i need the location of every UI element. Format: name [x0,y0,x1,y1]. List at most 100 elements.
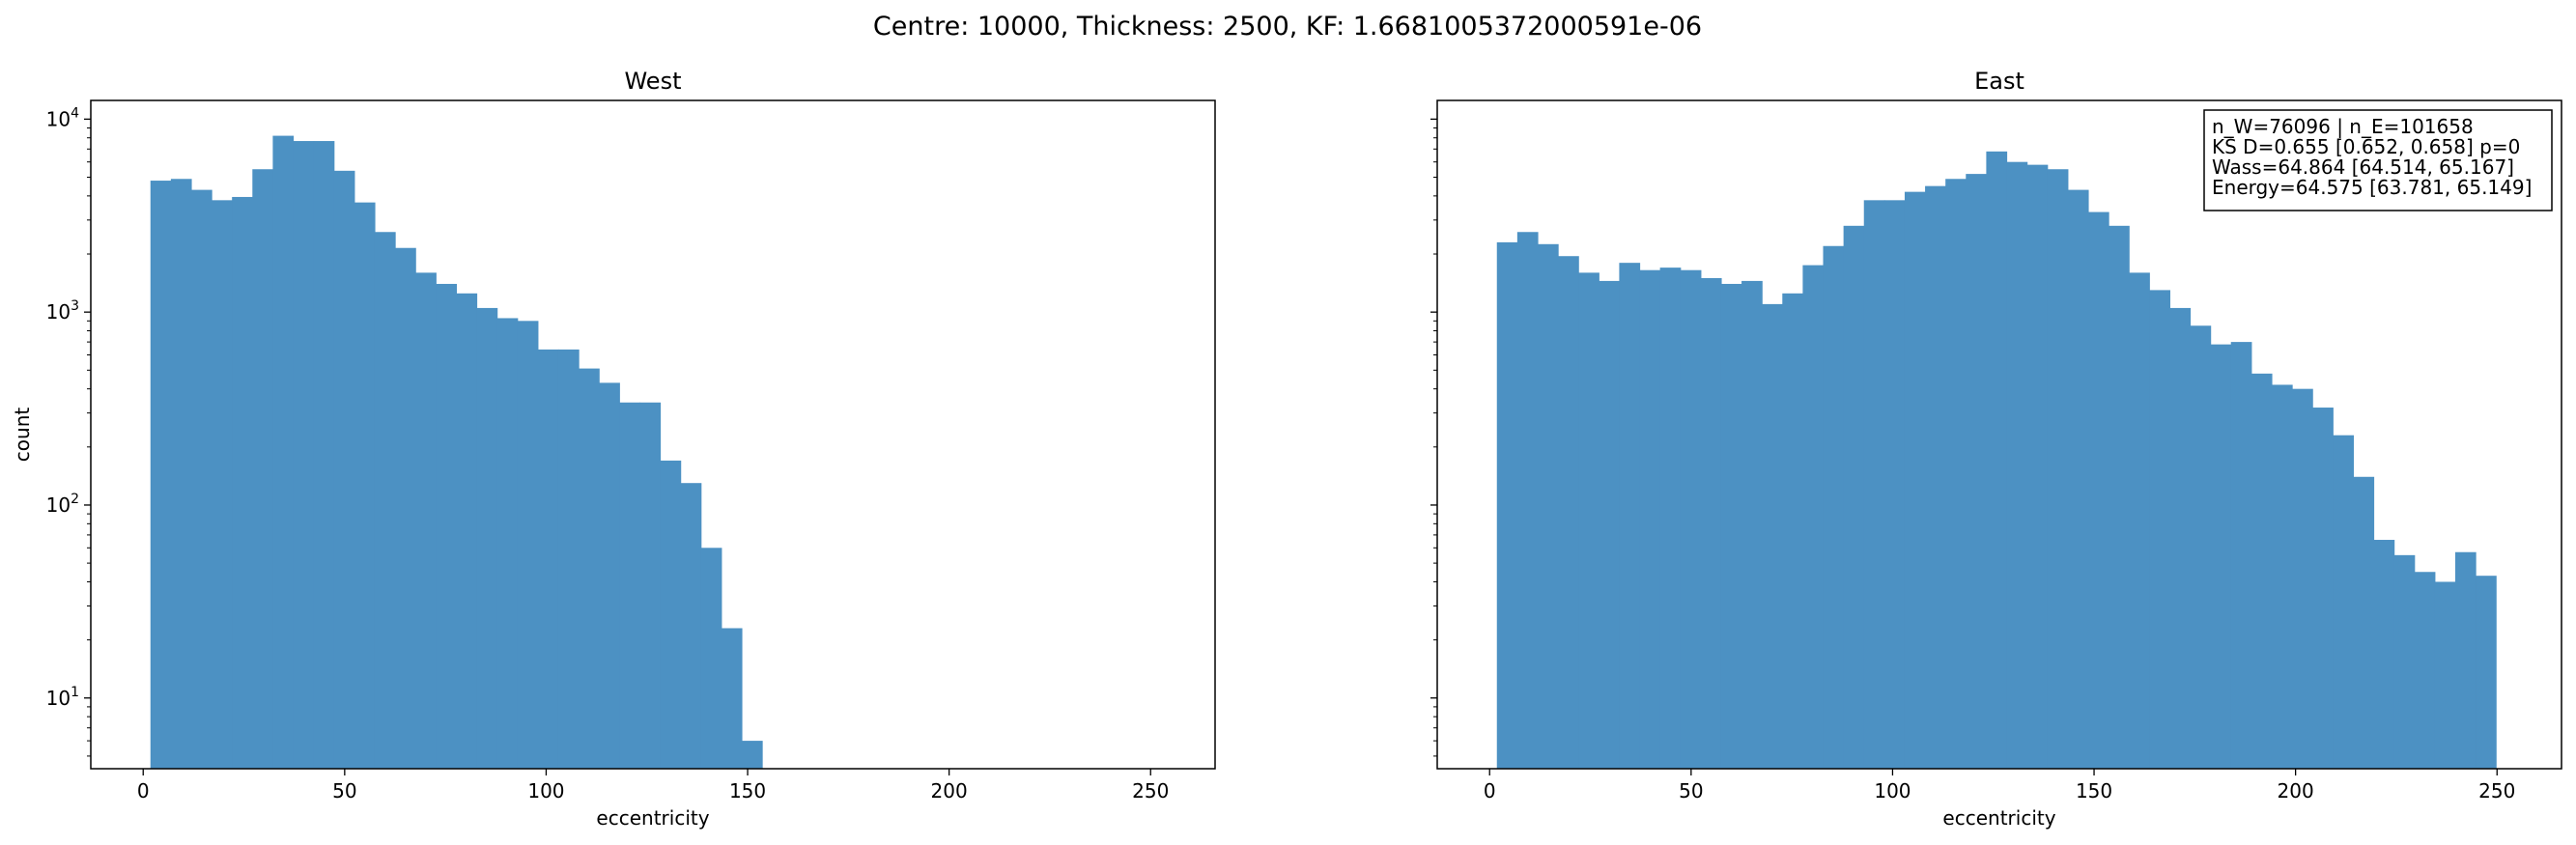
west-axes-frame [90,99,1216,770]
east-xtick-label: 100 [1874,779,1911,803]
west-panel: 101 102 103 104 0 50 100 150 200 250 West eccent… [11,68,1216,830]
east-bar [2333,435,2354,769]
east-xtick-label: 50 [1679,779,1703,803]
east-bar [2373,540,2395,769]
east-yticks [1430,118,1437,699]
east-bar [2087,211,2109,769]
east-stats-box: n_W=76096 | n_E=101658 KS D=0.655 [0.652… [2203,109,2553,211]
west-bar [741,741,763,769]
east-bar [2434,581,2456,769]
east-bar [1578,272,1599,769]
west-ytick-label: 104 [46,105,79,130]
east-stats-line-2: KS D=0.655 [0.652, 0.658] p=0 [2212,135,2520,158]
west-bar [476,307,498,769]
east-bar [1659,268,1682,769]
east-bar [1945,179,1967,769]
east-axes-frame [1436,99,2562,770]
west-bar [639,402,662,769]
west-bar [170,179,192,769]
west-xtick-label: 100 [527,779,564,803]
west-yticks: 101 102 103 104 [46,105,91,710]
east-stats-line-1: n_W=76096 | n_E=101658 [2212,115,2474,138]
west-bar [599,382,620,769]
east-bar [2129,272,2150,769]
east-bar [1843,225,1865,769]
east-stats-line-3: Wass=64.864 [64.514, 65.167] [2212,155,2514,179]
east-bar [1782,293,1803,769]
east-xticks: 0 50 100 150 200 250 [1484,769,2515,803]
west-bar [374,232,396,769]
east-bar [2006,161,2028,769]
west-bar [496,318,519,769]
east-bar [1680,269,1702,770]
west-bar [354,202,376,769]
east-bar [2292,388,2313,769]
west-bar [456,293,478,769]
east-bar [1925,185,1946,769]
west-bar [517,321,539,769]
east-bar [2169,307,2192,769]
west-bar [436,283,457,769]
west-bar [395,247,416,769]
east-bar [2210,344,2232,769]
east-xtick-label: 200 [2278,779,2314,803]
east-bar [1741,280,1763,769]
east-bars [1496,151,2497,770]
west-xtick-label: 200 [931,779,968,803]
figure-suptitle: Centre: 10000, Thickness: 2500, KF: 1.66… [873,12,1702,42]
east-bar [1537,243,1559,770]
east-bar [1558,256,1579,770]
east-bar [2230,342,2252,769]
east-bar [1599,280,1621,769]
west-title: West [624,68,681,95]
west-bar [579,368,600,769]
west-bar [150,181,172,770]
east-bar [2047,169,2069,770]
west-ylabel: count [11,408,34,463]
west-bar [721,628,743,769]
east-panel: 0 50 100 150 200 250 East eccentricity n_W=76… [1430,68,2562,830]
east-bar [1619,263,1641,769]
east-bar [1986,151,2008,769]
west-bar [212,200,233,769]
east-title: East [1974,68,2024,95]
east-bar [2190,325,2212,769]
east-bar [2026,164,2049,769]
west-bar [700,548,722,769]
east-bar [2454,551,2477,769]
east-bar [2393,554,2416,769]
west-bar [680,483,702,769]
west-bar [619,402,640,769]
east-xlabel: eccentricity [1942,806,2055,830]
west-bar [333,170,355,769]
west-xtick-label: 250 [1132,779,1169,803]
east-bar [1883,200,1906,769]
east-bar [1802,265,1825,770]
east-bar [2109,225,2130,769]
east-bar [2353,476,2375,769]
west-ytick-label: 103 [46,298,79,324]
west-xtick-label: 0 [137,779,150,803]
east-bar [2414,572,2436,769]
west-bar [232,196,253,769]
east-bar [2067,189,2089,770]
east-stats-line-4: Energy=64.575 [63.781, 65.149] [2212,176,2532,199]
east-bar [1904,191,1926,769]
east-bar [2271,384,2293,769]
east-bar [1762,303,1783,769]
east-bar [2312,408,2334,769]
east-bar [1823,245,1845,769]
east-bar [2476,576,2497,769]
east-bar [1863,200,1885,769]
west-bar [557,349,580,769]
east-bar [1516,232,1539,769]
east-bar [2250,373,2273,769]
west-bar [660,460,682,769]
west-bar [252,169,274,770]
west-bar [272,135,295,769]
west-ytick-label: 102 [46,492,79,517]
east-bar [2149,290,2170,769]
west-bars [150,135,763,770]
west-bar [293,141,315,770]
east-bar [1639,269,1661,770]
